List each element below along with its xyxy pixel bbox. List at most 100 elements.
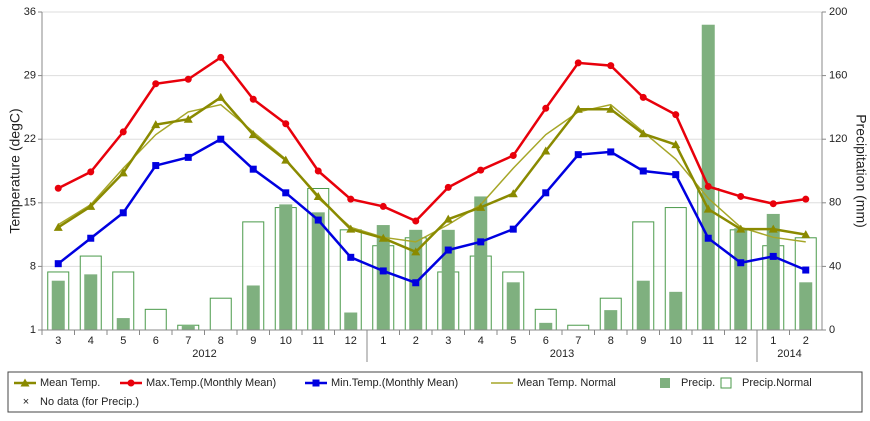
point	[476, 202, 486, 211]
point	[216, 92, 226, 101]
point	[217, 53, 225, 61]
bar	[279, 204, 293, 330]
point	[282, 120, 290, 128]
x-tick-label: 12	[345, 335, 357, 347]
line	[57, 137, 807, 285]
bar	[734, 228, 748, 330]
bar	[604, 310, 618, 330]
point	[54, 184, 62, 192]
x-tick-label: 7	[185, 335, 191, 347]
point	[347, 253, 355, 261]
y2-tick-label: 200	[829, 6, 847, 18]
point	[542, 104, 550, 112]
y-tick-label: 8	[30, 260, 36, 272]
y2-tick-label: 120	[829, 133, 847, 145]
point	[347, 195, 355, 203]
legend-marker	[20, 378, 30, 387]
point	[769, 252, 777, 260]
point	[704, 234, 712, 242]
bar	[701, 24, 715, 330]
bar	[144, 308, 167, 331]
point	[313, 191, 323, 200]
bar	[766, 213, 780, 330]
y2-tick-label: 0	[829, 324, 835, 336]
x-tick-label: 3	[445, 335, 451, 347]
point	[509, 225, 517, 233]
legend-label: Mean Temp.	[40, 377, 100, 389]
bar	[311, 212, 325, 330]
legend-swatch	[660, 378, 670, 388]
x-tick-label: 9	[250, 335, 256, 347]
y-tick-label: 29	[24, 70, 36, 82]
x-group-label: 2014	[777, 348, 801, 360]
point	[184, 153, 192, 161]
point	[768, 224, 778, 233]
point	[282, 189, 290, 197]
point	[541, 146, 551, 155]
legend-label: Precip.Normal	[742, 377, 812, 389]
point	[802, 266, 810, 274]
point	[639, 93, 647, 101]
point	[118, 168, 128, 177]
x-tick-label: 2	[413, 335, 419, 347]
point	[802, 195, 810, 203]
point	[574, 151, 582, 159]
y2-tick-label: 40	[829, 260, 841, 272]
legend-label: Mean Temp. Normal	[517, 377, 616, 389]
x-tick-label: 11	[703, 335, 714, 347]
point	[704, 182, 712, 190]
point	[671, 140, 681, 149]
bar	[246, 285, 260, 330]
point	[378, 233, 388, 242]
point	[737, 259, 745, 267]
point	[672, 111, 680, 119]
bar	[567, 324, 590, 331]
bar	[84, 274, 98, 330]
legend-note-symbol: ×	[23, 396, 29, 408]
legend-marker	[127, 379, 135, 387]
point	[119, 209, 127, 217]
x-tick-label: 6	[543, 335, 549, 347]
point	[574, 59, 582, 67]
x-tick-label: 5	[510, 335, 516, 347]
bar	[181, 326, 195, 330]
x-tick-label: 2	[803, 335, 809, 347]
point	[152, 162, 160, 170]
legend-label: Min.Temp.(Monthly Mean)	[331, 377, 458, 389]
x-tick-label: 6	[153, 335, 159, 347]
point	[346, 224, 356, 233]
point	[184, 75, 192, 83]
legend-box	[7, 371, 863, 413]
point	[87, 234, 95, 242]
point	[86, 201, 96, 210]
point	[607, 148, 615, 156]
x-tick-label: 12	[735, 335, 747, 347]
point	[217, 135, 225, 143]
y2-tick-label: 80	[829, 197, 841, 209]
point	[53, 222, 63, 231]
legend-label: Max.Temp.(Monthly Mean)	[146, 377, 276, 389]
x-tick-label: 10	[670, 335, 682, 347]
x-tick-label: 1	[770, 335, 776, 347]
point	[281, 155, 291, 164]
x-tick-label: 4	[88, 335, 94, 347]
bar	[474, 196, 488, 330]
point	[573, 104, 583, 113]
bar	[51, 280, 65, 330]
x-tick-label: 11	[313, 335, 324, 347]
point	[508, 189, 518, 198]
point	[703, 204, 713, 213]
y-tick-label: 1	[30, 324, 36, 336]
point	[119, 128, 127, 136]
x-tick-label: 7	[575, 335, 581, 347]
point	[183, 114, 193, 123]
point	[672, 171, 680, 179]
point	[736, 224, 746, 233]
point	[509, 152, 517, 160]
point	[249, 165, 257, 173]
point	[542, 189, 550, 197]
line	[57, 103, 806, 243]
x-tick-label: 8	[218, 335, 224, 347]
x-group-label: 2013	[550, 348, 574, 360]
